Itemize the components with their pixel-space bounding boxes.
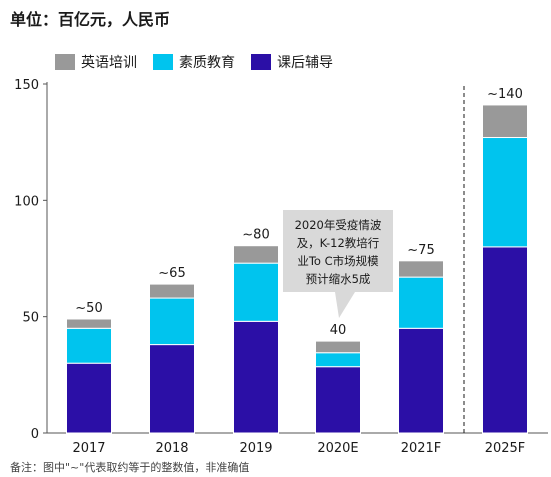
y-tick-label: 50 <box>22 311 39 326</box>
y-tick-label: 0 <box>31 427 39 442</box>
legend: 英语培训 素质教育 课后辅导 <box>55 52 333 72</box>
legend-item-english: 英语培训 <box>55 52 137 72</box>
legend-label-english: 英语培训 <box>81 55 137 71</box>
total-label-2018: ~65 <box>158 266 185 281</box>
bar-segment-2019-1 <box>233 262 279 322</box>
bar-segment-2021F-2 <box>398 260 444 278</box>
x-tick-label-2020E: 2020E <box>317 441 358 456</box>
bar-segment-2021F-1 <box>398 276 444 329</box>
bar-segment-2017-2 <box>66 318 112 329</box>
bar-segment-2025F-1 <box>482 137 528 248</box>
x-tick-label-2018: 2018 <box>155 441 188 456</box>
x-tick-label-2019: 2019 <box>239 441 272 456</box>
bar-segment-2025F-0 <box>482 246 528 434</box>
callout-line-3: 预计缩水5成 <box>306 272 371 286</box>
bar-segment-2017-1 <box>66 327 112 364</box>
total-label-2021F: ~75 <box>407 243 434 258</box>
callout-line-2: 业To C市场规模 <box>297 254 379 268</box>
bar-segment-2017-0 <box>66 362 112 434</box>
bar-segment-2018-2 <box>149 283 195 299</box>
bar-segment-2019-2 <box>233 245 279 264</box>
y-tick-label: 100 <box>14 194 39 209</box>
bar-segment-2020E-2 <box>315 340 361 354</box>
bar-segment-2025F-2 <box>482 104 528 139</box>
footnote: 备注：图中"~"代表取约等于的整数值，非准确值 <box>10 461 250 474</box>
total-label-2020E: 40 <box>330 323 347 338</box>
legend-swatch-tutoring <box>251 54 271 70</box>
total-label-2019: ~80 <box>242 228 269 243</box>
callout-line-0: 2020年受疫情波 <box>295 218 382 232</box>
x-tick-label-2017: 2017 <box>72 441 105 456</box>
bar-segment-2020E-1 <box>315 352 361 368</box>
y-tick-label: 150 <box>14 78 39 93</box>
legend-swatch-english <box>55 54 75 70</box>
bar-segment-2019-0 <box>233 320 279 434</box>
unit-title: 单位：百亿元，人民币 <box>10 10 171 29</box>
legend-label-quality: 素质教育 <box>179 55 235 71</box>
legend-item-quality: 素质教育 <box>153 52 235 72</box>
legend-item-tutoring: 课后辅导 <box>251 52 333 72</box>
bar-segment-2018-0 <box>149 344 195 434</box>
legend-swatch-quality <box>153 54 173 70</box>
bar-segment-2021F-0 <box>398 327 444 434</box>
callout-bubble <box>283 210 393 318</box>
x-tick-label-2021F: 2021F <box>401 441 442 456</box>
total-label-2025F: ~140 <box>487 87 523 102</box>
total-label-2017: ~50 <box>75 301 102 316</box>
bar-segment-2018-1 <box>149 297 195 346</box>
bar-segment-2020E-0 <box>315 366 361 434</box>
x-tick-label-2025F: 2025F <box>485 441 526 456</box>
legend-label-tutoring: 课后辅导 <box>277 55 333 71</box>
callout-line-1: 及，K-12教培行 <box>297 236 380 250</box>
